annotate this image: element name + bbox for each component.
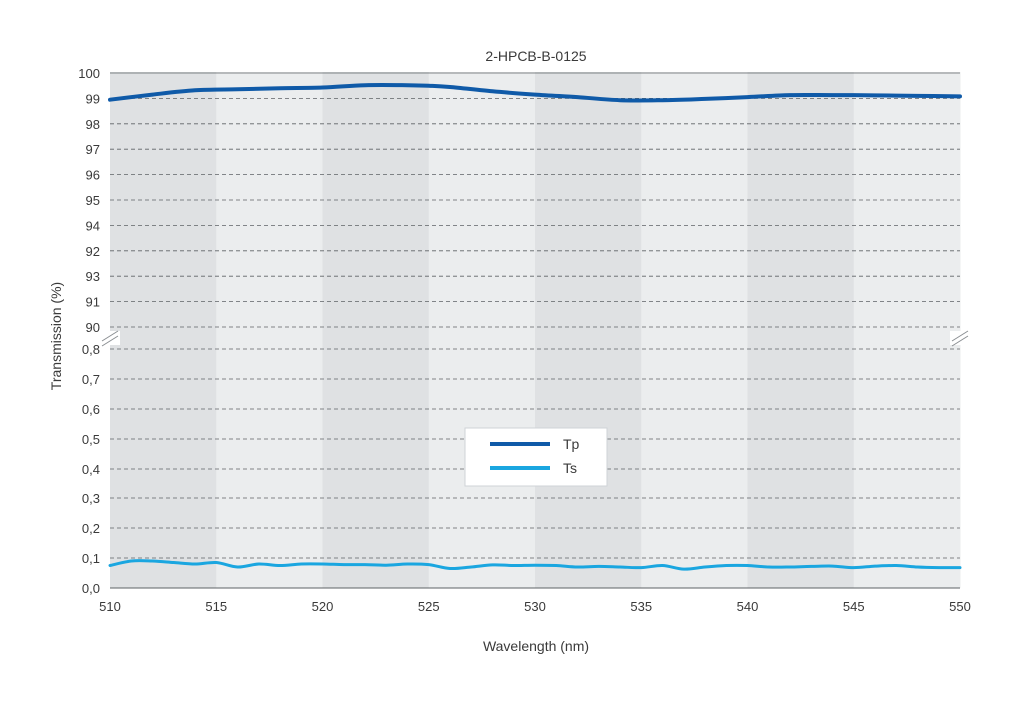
background-band <box>853 72 961 588</box>
legend: Tp Ts <box>464 427 608 487</box>
x-tick-label: 515 <box>205 599 227 614</box>
y-tick-label: 100 <box>78 66 100 81</box>
y-tick-label: 92 <box>86 244 100 259</box>
x-tick-label: 510 <box>99 599 121 614</box>
y-tick-label: 0,2 <box>82 521 100 536</box>
y-tick-label: 93 <box>86 269 100 284</box>
background-bands <box>110 72 961 588</box>
axis-break-gap <box>950 331 970 345</box>
series-lines <box>108 82 962 571</box>
background-band <box>535 72 642 588</box>
y-tick-label: 97 <box>86 142 100 157</box>
background-band <box>428 72 536 588</box>
chart-title: 2-HPCB-B-0125 <box>485 48 586 64</box>
axis-break-mark <box>101 330 119 342</box>
background-band <box>641 72 748 588</box>
x-tick-label: 520 <box>312 599 334 614</box>
x-tick-label: 540 <box>737 599 759 614</box>
y-axis-label: Transmission (%) <box>48 282 64 390</box>
y-tick-labels: 90 91 93 92 94 95 96 97 98 99 100 0,0 0,1 0,2 0,3 0,4 0,… <box>78 66 100 596</box>
y-tick-label: 0,6 <box>82 402 100 417</box>
background-band <box>322 72 430 588</box>
x-tick-labels: 510 515 520 525 530 535 540 545 550 <box>99 599 971 614</box>
background-band <box>747 72 855 588</box>
y-tick-label: 99 <box>86 91 100 106</box>
y-tick-label: 94 <box>86 218 100 233</box>
y-tick-label: 0,0 <box>82 581 100 596</box>
axis-break-mark <box>951 330 969 342</box>
axis-break-mark <box>101 335 119 347</box>
legend-box <box>464 427 608 487</box>
series-line-ts <box>108 559 962 571</box>
background-band <box>110 72 217 588</box>
y-tick-label: 0,8 <box>82 342 100 357</box>
legend-label-ts: Ts <box>563 460 577 476</box>
y-tick-label: 96 <box>86 168 100 183</box>
y-tick-label: 0,4 <box>82 462 100 477</box>
x-tick-label: 525 <box>418 599 440 614</box>
x-tick-label: 535 <box>630 599 652 614</box>
legend-label-tp: Tp <box>563 436 580 452</box>
grid-lines <box>110 72 960 589</box>
x-tick-label: 550 <box>949 599 971 614</box>
x-tick-label: 545 <box>843 599 865 614</box>
x-tick-label: 530 <box>524 599 546 614</box>
y-tick-label: 0,7 <box>82 372 100 387</box>
y-tick-label: 90 <box>86 320 100 335</box>
y-tick-label: 95 <box>86 193 100 208</box>
y-tick-label: 0,1 <box>82 551 100 566</box>
axis-break-gap <box>100 331 120 345</box>
y-tick-label: 0,5 <box>82 432 100 447</box>
axis-break-mark <box>951 335 969 347</box>
background-band <box>216 72 323 588</box>
y-tick-label: 0,3 <box>82 491 100 506</box>
y-tick-label: 98 <box>86 117 100 132</box>
x-axis-label: Wavelength (nm) <box>483 638 589 654</box>
axis-break-marks <box>100 330 970 347</box>
y-tick-label: 91 <box>86 295 100 310</box>
series-line-tp <box>108 82 962 103</box>
